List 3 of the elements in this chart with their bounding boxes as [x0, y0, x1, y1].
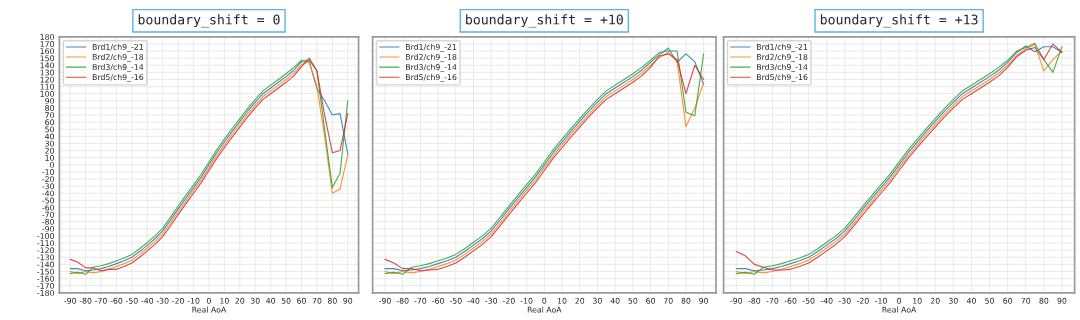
chart-title: boundary_shift = 0 — [138, 14, 280, 28]
chart-title: boundary_shift = +10 — [466, 14, 623, 28]
chart-title: boundary_shift = +13 — [820, 14, 978, 28]
